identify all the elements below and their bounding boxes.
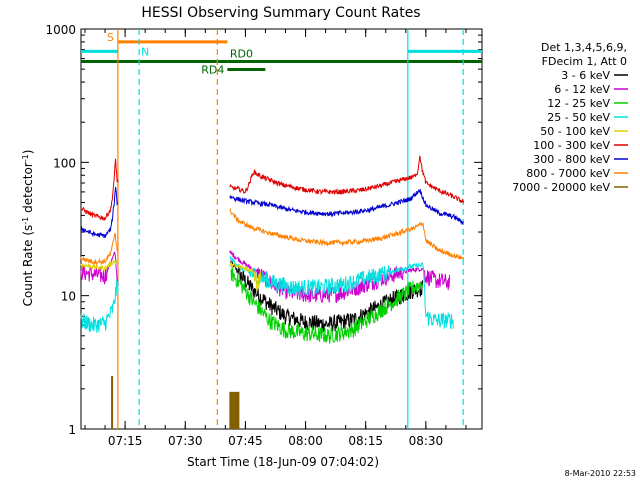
series-line — [229, 188, 464, 226]
plot-frame — [80, 28, 483, 430]
legend-label: 12 - 25 keV — [547, 97, 610, 110]
y-axis-label-c: ) — [21, 150, 35, 155]
x-tick-label: 07:30 — [168, 434, 203, 448]
y-axis-label-sup2: -1 — [21, 154, 30, 162]
series-line — [80, 232, 119, 266]
series-line — [229, 261, 262, 292]
legend-header-line2: FDecim 1, Att 0 — [542, 55, 627, 68]
series-line — [230, 259, 424, 332]
legend-label: 800 - 7000 keV — [526, 167, 610, 180]
legend-label: 100 - 300 keV — [533, 139, 610, 152]
legend-header-line1: Det 1,3,4,5,6,9, — [541, 41, 627, 54]
y-tick-label: 1 — [68, 423, 76, 437]
x-tick-label: 07:45 — [228, 434, 263, 448]
series-line — [229, 207, 465, 260]
legend-label: 3 - 6 keV — [561, 69, 610, 82]
flag-rd4-label: RD4 — [201, 64, 224, 77]
x-tick-label: 08:30 — [409, 434, 444, 448]
y-tick-label: 1000 — [45, 23, 76, 37]
series-line — [80, 258, 119, 272]
series-spike — [111, 375, 114, 429]
legend-label: 25 - 50 keV — [547, 111, 610, 124]
x-tick-label: 07:15 — [108, 434, 143, 448]
axis-ticks: 1 10 100 1000 07:15 07:30 07:45 08:00 08:15 08:30 — [45, 23, 482, 448]
legend-label: 6 - 12 keV — [554, 83, 610, 96]
footer-date: 8-Mar-2010 22:53 — [565, 469, 636, 478]
series-line — [229, 155, 465, 204]
series-line — [80, 158, 119, 221]
flag-bars: S N RD4 RD0 — [81, 31, 482, 77]
y-axis-label-sup1: -1 — [21, 217, 30, 225]
series-line — [80, 187, 119, 239]
series-line — [230, 266, 424, 344]
legend: Det 1,3,4,5,6,9, FDecim 1, Att 0 3 - 6 k… — [512, 41, 628, 194]
legend-label: 300 - 800 keV — [533, 153, 610, 166]
flag-n-label: N — [141, 45, 149, 58]
legend-label: 50 - 100 keV — [540, 125, 610, 138]
y-axis-label-b: detector — [21, 162, 35, 217]
y-axis-label: Count Rate (s-1 detector-1) — [21, 150, 36, 307]
x-tick-label: 08:00 — [288, 434, 323, 448]
flag-rd0-label: RD0 — [230, 48, 253, 61]
series-lines — [80, 155, 465, 429]
x-axis-label: Start Time (18-Jun-09 07:04:02) — [187, 455, 379, 469]
y-axis-label-a: Count Rate (s — [21, 225, 35, 307]
y-tick-label: 10 — [61, 290, 76, 304]
x-tick-label: 08:15 — [348, 434, 383, 448]
flag-s-label: S — [107, 31, 114, 44]
chart-title: HESSI Observing Summary Count Rates — [141, 5, 420, 21]
legend-label: 7000 - 20000 keV — [512, 181, 610, 194]
y-tick-label: 100 — [53, 156, 76, 170]
series-line — [80, 279, 119, 334]
series-spike — [229, 391, 240, 429]
series-line — [229, 255, 454, 330]
